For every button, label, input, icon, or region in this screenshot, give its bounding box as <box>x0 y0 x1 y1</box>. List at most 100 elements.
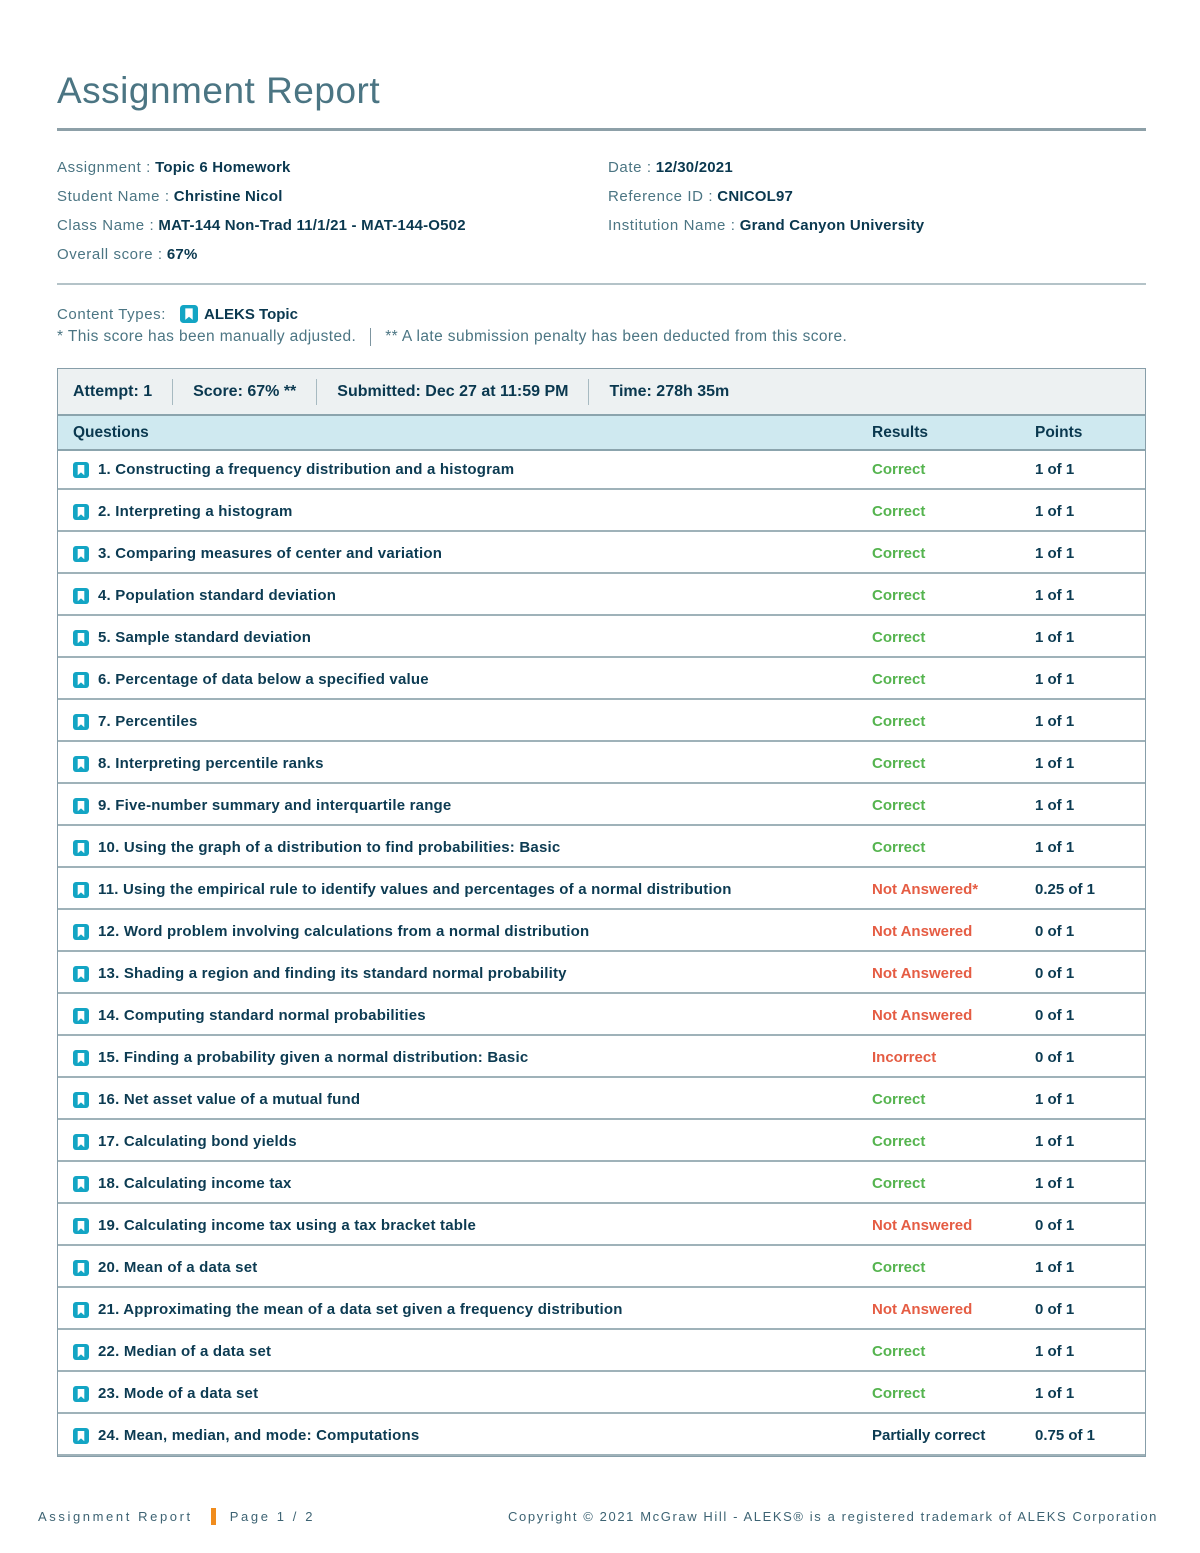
question-text: 2. Interpreting a histogram <box>98 503 293 520</box>
question-row: 10. Using the graph of a distribution to… <box>58 829 1145 868</box>
meta-label: Institution Name : <box>608 217 736 234</box>
page-footer: Assignment Report Page 1 / 2 Copyright ©… <box>38 1508 1158 1525</box>
meta-class-name: Class Name : MAT-144 Non-Trad 11/1/21 - … <box>57 211 608 240</box>
bookmark-topic-icon <box>73 1007 89 1024</box>
question-points: 1 of 1 <box>1035 671 1075 688</box>
meta-date: Date : 12/30/2021 <box>608 153 1146 182</box>
bookmark-topic-icon <box>73 839 89 856</box>
column-header-questions: Questions <box>73 423 149 441</box>
meta-divider <box>57 283 1146 285</box>
bookmark-topic-icon <box>73 1385 89 1402</box>
question-points: 0 of 1 <box>1035 1217 1075 1234</box>
question-text: 22. Median of a data set <box>98 1343 272 1360</box>
column-header-results: Results <box>872 423 928 441</box>
question-text: 6. Percentage of data below a specified … <box>98 671 429 688</box>
question-result: Partially correct <box>872 1427 986 1444</box>
question-points: 1 of 1 <box>1035 1091 1075 1108</box>
question-row: 12. Word problem involving calculations … <box>58 913 1145 952</box>
bookmark-topic-icon <box>73 881 89 898</box>
content-types-row: Content Types: ALEKS Topic <box>57 305 1146 323</box>
question-text: 5. Sample standard deviation <box>98 629 312 646</box>
question-text: 17. Calculating bond yields <box>98 1133 297 1150</box>
question-title: 18. Calculating income tax <box>73 1175 872 1192</box>
question-result: Correct <box>872 1133 926 1150</box>
meta-label: Date : <box>608 159 652 176</box>
question-points: 1 of 1 <box>1035 629 1075 646</box>
question-points: 0.75 of 1 <box>1035 1427 1096 1444</box>
attempt-time: Time: 278h 35m <box>609 382 730 400</box>
bookmark-topic-icon <box>73 503 89 520</box>
question-row: 5. Sample standard deviation Correct 1 o… <box>58 619 1145 658</box>
question-title: 13. Shading a region and finding its sta… <box>73 965 872 982</box>
question-text: 18. Calculating income tax <box>98 1175 292 1192</box>
question-row: 14. Computing standard normal probabilit… <box>58 997 1145 1036</box>
question-row: 17. Calculating bond yields Correct 1 of… <box>58 1123 1145 1162</box>
meta-label: Assignment : <box>57 159 151 176</box>
question-title: 10. Using the graph of a distribution to… <box>73 839 872 856</box>
bookmark-topic-icon <box>73 1091 89 1108</box>
question-result: Not Answered <box>872 965 973 982</box>
question-title: 8. Interpreting percentile ranks <box>73 755 872 772</box>
question-title: 3. Comparing measures of center and vari… <box>73 545 872 562</box>
question-title: 1. Constructing a frequency distribution… <box>73 461 872 478</box>
question-text: 20. Mean of a data set <box>98 1259 258 1276</box>
question-result: Correct <box>872 671 926 688</box>
bookmark-topic-icon <box>73 461 89 478</box>
question-result: Correct <box>872 545 926 562</box>
question-result: Correct <box>872 1091 926 1108</box>
question-row: 15. Finding a probability given a normal… <box>58 1039 1145 1078</box>
question-result: Correct <box>872 503 926 520</box>
question-title: 5. Sample standard deviation <box>73 629 872 646</box>
bookmark-topic-icon <box>73 755 89 772</box>
question-points: 0 of 1 <box>1035 1049 1075 1066</box>
meta-value: Christine Nicol <box>173 188 283 205</box>
question-result: Correct <box>872 755 926 772</box>
meta-right-column: Date : 12/30/2021 Reference ID : CNICOL9… <box>608 153 1146 269</box>
attempt-bar-divider <box>588 378 590 405</box>
question-title: 11. Using the empirical rule to identify… <box>73 881 872 898</box>
question-text: 9. Five-number summary and interquartile… <box>98 797 452 814</box>
question-points: 1 of 1 <box>1035 1175 1075 1192</box>
bookmark-topic-icon <box>73 923 89 940</box>
bookmark-topic-icon <box>73 797 89 814</box>
question-result: Correct <box>872 1175 926 1192</box>
meta-value: 12/30/2021 <box>655 159 733 176</box>
question-title: 21. Approximating the mean of a data set… <box>73 1301 872 1318</box>
attempt-bar-divider <box>172 378 174 405</box>
question-row: 24. Mean, median, and mode: Computations… <box>58 1417 1145 1456</box>
question-text: 14. Computing standard normal probabilit… <box>98 1007 426 1024</box>
question-row: 8. Interpreting percentile ranks Correct… <box>58 745 1145 784</box>
question-title: 17. Calculating bond yields <box>73 1133 872 1150</box>
assignment-report-page: Assignment Report Assignment : Topic 6 H… <box>38 70 1156 1525</box>
bookmark-topic-icon <box>73 1343 89 1360</box>
question-text: 10. Using the graph of a distribution to… <box>98 839 561 856</box>
question-row: 6. Percentage of data below a specified … <box>58 661 1145 700</box>
question-points: 1 of 1 <box>1035 797 1075 814</box>
question-points: 1 of 1 <box>1035 587 1075 604</box>
question-row: 18. Calculating income tax Correct 1 of … <box>58 1165 1145 1204</box>
meta-label: Reference ID : <box>608 188 714 205</box>
question-points: 0 of 1 <box>1035 1301 1075 1318</box>
question-result: Correct <box>872 587 926 604</box>
question-points: 1 of 1 <box>1035 713 1075 730</box>
meta-value: Grand Canyon University <box>739 217 925 234</box>
question-text: 13. Shading a region and finding its sta… <box>98 965 567 982</box>
question-title: 23. Mode of a data set <box>73 1385 872 1402</box>
question-result: Not Answered <box>872 923 973 940</box>
question-points: 1 of 1 <box>1035 545 1075 562</box>
question-text: 4. Population standard deviation <box>98 587 337 604</box>
footer-copyright: Copyright © 2021 McGraw Hill - ALEKS® is… <box>508 1509 1158 1524</box>
question-title: 6. Percentage of data below a specified … <box>73 671 872 688</box>
footnote-late-penalty: ** A late submission penalty has been de… <box>385 328 848 345</box>
question-title: 2. Interpreting a histogram <box>73 503 872 520</box>
bookmark-topic-icon <box>73 713 89 730</box>
meta-left-column: Assignment : Topic 6 Homework Student Na… <box>57 153 608 269</box>
attempt-summary-bar: Attempt: 1 Score: 67% ** Submitted: Dec … <box>58 369 1145 414</box>
question-text: 21. Approximating the mean of a data set… <box>98 1301 623 1318</box>
question-text: 11. Using the empirical rule to identify… <box>98 881 732 898</box>
question-points: 0.25 of 1 <box>1035 881 1096 898</box>
question-title: 4. Population standard deviation <box>73 587 872 604</box>
question-points: 1 of 1 <box>1035 839 1075 856</box>
question-title: 19. Calculating income tax using a tax b… <box>73 1217 872 1234</box>
question-result: Correct <box>872 1343 926 1360</box>
